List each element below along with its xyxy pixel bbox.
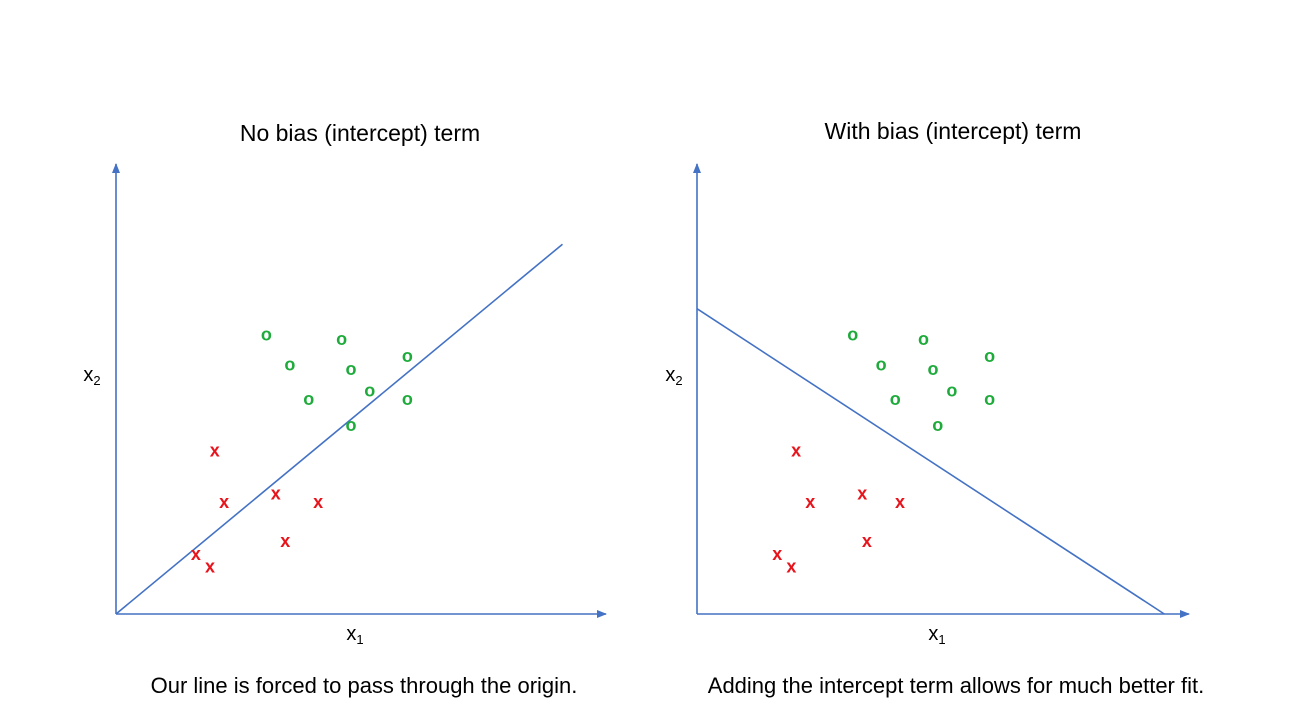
positive-point: o: [336, 329, 347, 349]
left-panel-title: No bias (intercept) term: [239, 120, 481, 146]
positive-point: o: [946, 380, 957, 400]
negative-point: x: [271, 484, 281, 504]
negative-point: x: [857, 484, 867, 504]
positive-point: o: [928, 359, 939, 379]
positive-point: o: [261, 325, 272, 345]
negative-point: x: [895, 492, 905, 512]
negative-point: x: [786, 557, 796, 577]
left-caption: Our line is forced to pass through the o…: [150, 673, 578, 698]
positive-point: o: [890, 389, 901, 409]
positive-point: o: [303, 389, 314, 409]
right-caption: Adding the intercept term allows for muc…: [707, 673, 1205, 698]
y-axis-label: x2: [665, 364, 682, 388]
negative-point: x: [280, 531, 290, 551]
right-panel-title: With bias (intercept) term: [824, 118, 1082, 144]
positive-point: o: [364, 380, 375, 400]
positive-point: o: [346, 359, 357, 379]
negative-point: x: [772, 544, 782, 564]
negative-point: x: [791, 441, 801, 461]
decision-line: [696, 308, 1165, 615]
positive-point: o: [984, 389, 995, 409]
negative-point: x: [862, 531, 872, 551]
negative-point: x: [191, 544, 201, 564]
positive-point: o: [346, 415, 357, 435]
positive-point: o: [284, 355, 295, 375]
negative-point: x: [313, 492, 323, 512]
x-axis-label: x1: [346, 623, 363, 647]
positive-point: o: [918, 329, 929, 349]
negative-point: x: [219, 492, 229, 512]
positive-point: o: [847, 325, 858, 345]
y-axis-label: x2: [83, 364, 100, 388]
negative-point: x: [805, 492, 815, 512]
positive-point: o: [876, 355, 887, 375]
negative-point: x: [205, 557, 215, 577]
positive-point: o: [984, 346, 995, 366]
positive-point: o: [402, 389, 413, 409]
negative-point: x: [210, 441, 220, 461]
positive-point: o: [932, 415, 943, 435]
positive-point: o: [402, 346, 413, 366]
x-axis-label: x1: [928, 623, 945, 647]
decision-line: [115, 243, 564, 615]
